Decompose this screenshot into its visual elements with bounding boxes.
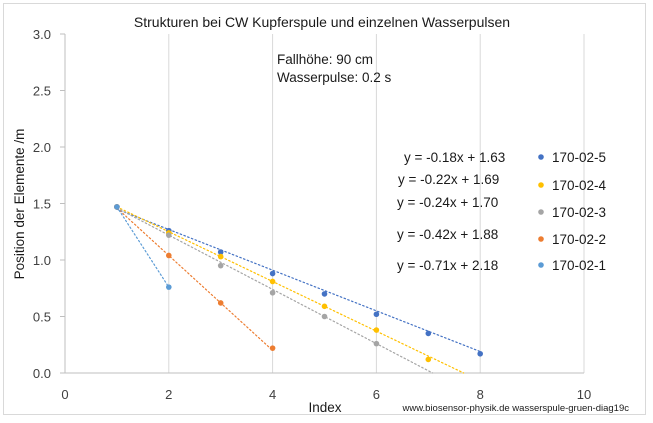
legend-marker-170-02-1 xyxy=(538,262,544,268)
y-tick-label: 0.0 xyxy=(33,366,51,381)
data-point-170-02-5 xyxy=(425,330,432,337)
data-point-170-02-4 xyxy=(217,253,224,260)
annotation-fallhoehe: Fallhöhe: 90 cm xyxy=(277,52,373,67)
footer-credit: www.biosensor-physik.de wasserspule-grue… xyxy=(401,403,629,414)
data-point-170-02-5 xyxy=(269,270,276,277)
trendline-equation-170-02-5: y = -0.18x + 1.63 xyxy=(404,150,505,165)
legend-label-170-02-4: 170-02-4 xyxy=(552,178,607,193)
x-tick-label: 2 xyxy=(165,387,172,402)
y-tick-label: 2.0 xyxy=(33,140,51,155)
data-point-170-02-3 xyxy=(217,262,224,269)
point-layer xyxy=(114,204,484,363)
y-tick-label: 1.5 xyxy=(33,197,51,212)
data-point-170-02-3 xyxy=(321,313,328,320)
outer-frame xyxy=(3,3,646,415)
legend-marker-170-02-2 xyxy=(538,236,544,242)
axis-layer: 0 2 4 6 8 10 0.0 0.5 1.0 1.5 2.0 2.5 3.0 xyxy=(33,27,591,402)
trendline-170-02-4 xyxy=(116,206,465,374)
legend-label-170-02-3: 170-02-3 xyxy=(552,205,606,220)
y-tick-label: 3.0 xyxy=(33,27,51,42)
trendline-label-layer: y = -0.18x + 1.63 y = -0.22x + 1.69 y = -0… xyxy=(397,150,505,273)
data-point-170-02-4 xyxy=(269,278,276,285)
y-tick-label: 1.0 xyxy=(33,253,51,268)
trendline-170-02-1 xyxy=(116,206,170,288)
y-axis-title: Position der Elemente /m xyxy=(12,129,27,280)
data-point-170-02-5 xyxy=(217,249,224,255)
y-tick-label: 2.5 xyxy=(33,84,51,99)
x-tick-label: 6 xyxy=(373,387,380,402)
data-point-170-02-5 xyxy=(373,311,380,318)
legend-label-170-02-2: 170-02-2 xyxy=(552,232,606,247)
x-tick-label: 4 xyxy=(269,387,276,402)
x-tick-label: 10 xyxy=(577,387,591,402)
legend-label-170-02-5: 170-02-5 xyxy=(552,150,606,165)
data-point-170-02-2 xyxy=(269,345,276,351)
data-point-170-02-2 xyxy=(166,252,172,259)
data-point-170-02-3 xyxy=(166,232,172,238)
trendline-equation-170-02-4: y = -0.22x + 1.69 xyxy=(398,172,499,187)
data-point-170-02-4 xyxy=(321,303,328,310)
y-tick-label: 0.5 xyxy=(33,310,51,325)
data-point-170-02-2 xyxy=(217,300,224,306)
x-axis-title: Index xyxy=(308,400,341,415)
data-point-170-02-5 xyxy=(477,350,484,357)
legend-label-170-02-1: 170-02-1 xyxy=(552,258,606,273)
x-tick-label: 0 xyxy=(61,387,68,402)
trendline-equation-170-02-2: y = -0.42x + 1.88 xyxy=(397,227,498,242)
legend-marker-170-02-5 xyxy=(538,154,544,160)
legend-marker-170-02-3 xyxy=(538,209,544,215)
trendline-layer xyxy=(116,206,481,374)
annotation-wasserpulse: Wasserpulse: 0.2 s xyxy=(277,70,392,85)
data-point-170-02-3 xyxy=(373,340,380,347)
trendline-equation-170-02-3: y = -0.24x + 1.70 xyxy=(397,195,498,210)
data-point-170-02-4 xyxy=(425,356,432,363)
chart-title: Strukturen bei CW Kupferspule und einzel… xyxy=(134,14,510,30)
data-point-170-02-5 xyxy=(321,291,328,297)
trendline-170-02-5 xyxy=(116,208,481,353)
data-point-170-02-3 xyxy=(269,289,276,296)
legend: 170-02-5 170-02-4 170-02-3 170-02-2 170-02-1 xyxy=(538,150,607,273)
data-point-170-02-4 xyxy=(373,327,380,333)
legend-marker-170-02-4 xyxy=(538,182,544,188)
data-point-170-02-1 xyxy=(114,204,120,210)
trendline-170-02-2 xyxy=(116,207,274,351)
trendline-170-02-3 xyxy=(116,207,434,374)
x-tick-label: 8 xyxy=(477,387,484,402)
grid-layer xyxy=(168,34,585,373)
trendline-equation-170-02-1: y = -0.71x + 2.18 xyxy=(397,258,498,273)
data-point-170-02-1 xyxy=(166,284,172,290)
